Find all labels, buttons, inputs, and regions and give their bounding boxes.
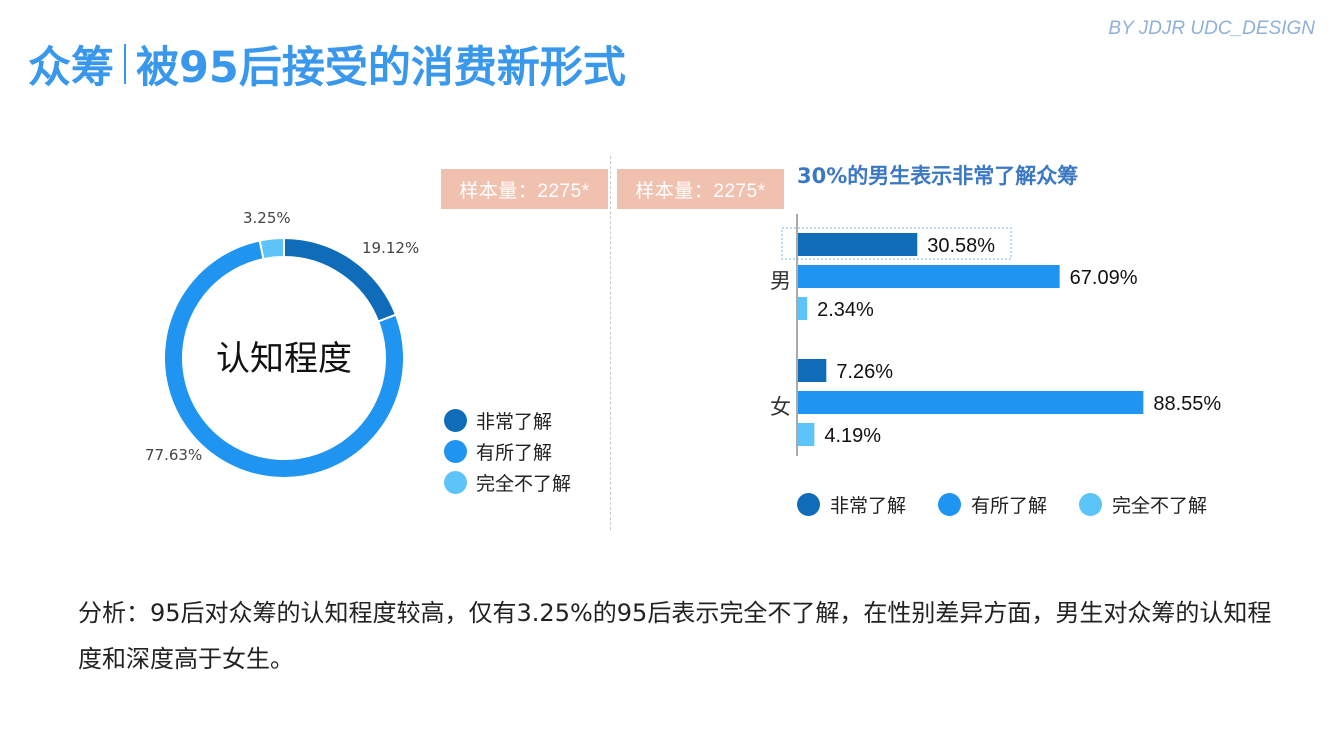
bar bbox=[798, 265, 1060, 288]
legend-dot-icon bbox=[1079, 493, 1103, 516]
bar-legend-item: 非常了解 bbox=[797, 493, 907, 517]
donut-legend: 非常了解 有所了解 完全不了解 bbox=[444, 409, 572, 495]
bar-value-label: 4.19% bbox=[824, 425, 881, 447]
bar-category-label: 女 bbox=[770, 395, 791, 419]
legend-label: 完全不了解 bbox=[476, 473, 572, 495]
donut-center-title: 认知程度 bbox=[216, 339, 352, 379]
title-part1: 众筹 bbox=[28, 43, 114, 93]
page-title: 众筹 被95后接受的消费新形式 bbox=[28, 36, 626, 93]
legend-dot-icon bbox=[444, 471, 467, 494]
panel-divider bbox=[610, 156, 611, 530]
donut-slice-label: 3.25% bbox=[243, 209, 291, 227]
bar bbox=[798, 233, 918, 256]
bar-category-label: 男 bbox=[770, 269, 791, 293]
bar-legend-item: 完全不了解 bbox=[1079, 493, 1208, 517]
bar-legend-item: 有所了解 bbox=[938, 493, 1048, 517]
donut-slice-label: 77.63% bbox=[145, 446, 202, 464]
bar-value-label: 30.58% bbox=[927, 235, 995, 257]
legend-dot-icon bbox=[444, 409, 467, 432]
legend-label: 完全不了解 bbox=[1112, 495, 1208, 517]
bar bbox=[798, 297, 808, 320]
bar bbox=[798, 423, 815, 446]
legend-dot-icon bbox=[444, 440, 467, 463]
legend-label: 有所了解 bbox=[476, 442, 553, 464]
title-part2: 被95后接受的消费新形式 bbox=[136, 43, 626, 93]
legend-dot-icon bbox=[938, 493, 962, 516]
bar-value-label: 67.09% bbox=[1070, 267, 1138, 289]
bar bbox=[798, 359, 827, 382]
legend-label: 有所了解 bbox=[971, 495, 1048, 517]
selection-frame bbox=[781, 227, 1012, 260]
legend-dot-icon bbox=[797, 493, 820, 516]
sample-size-badge-left: 样本量：2275* bbox=[441, 169, 608, 209]
legend-label: 非常了解 bbox=[476, 411, 553, 433]
bar-chart-title: 30%的男生表示非常了解众筹 bbox=[797, 164, 1079, 188]
donut-slice bbox=[163, 239, 405, 479]
bar-value-label: 2.34% bbox=[817, 299, 874, 321]
donut-slice-label: 19.12% bbox=[362, 239, 419, 257]
bar-value-label: 88.55% bbox=[1153, 393, 1221, 415]
bar-value-label: 7.26% bbox=[836, 361, 893, 383]
analysis-text: 分析：95后对众筹的认知程度较高，仅有3.25%的95后表示完全不了解，在性别差… bbox=[78, 599, 1272, 673]
bar-legend: 非常了解 有所了解 完全不了解 bbox=[797, 493, 1208, 517]
donut-legend-item: 非常了解 bbox=[444, 409, 571, 433]
donut-slice bbox=[258, 236, 285, 261]
donut-legend-item: 有所了解 bbox=[444, 440, 571, 464]
title-separator bbox=[124, 44, 126, 84]
donut-legend-item: 完全不了解 bbox=[444, 471, 572, 495]
sample-size-badge-right: 样本量：2275* bbox=[617, 169, 784, 209]
bar bbox=[798, 391, 1144, 414]
brand-label: BY JDJR UDC_DESIGN bbox=[1108, 18, 1315, 39]
legend-label: 非常了解 bbox=[830, 495, 907, 517]
